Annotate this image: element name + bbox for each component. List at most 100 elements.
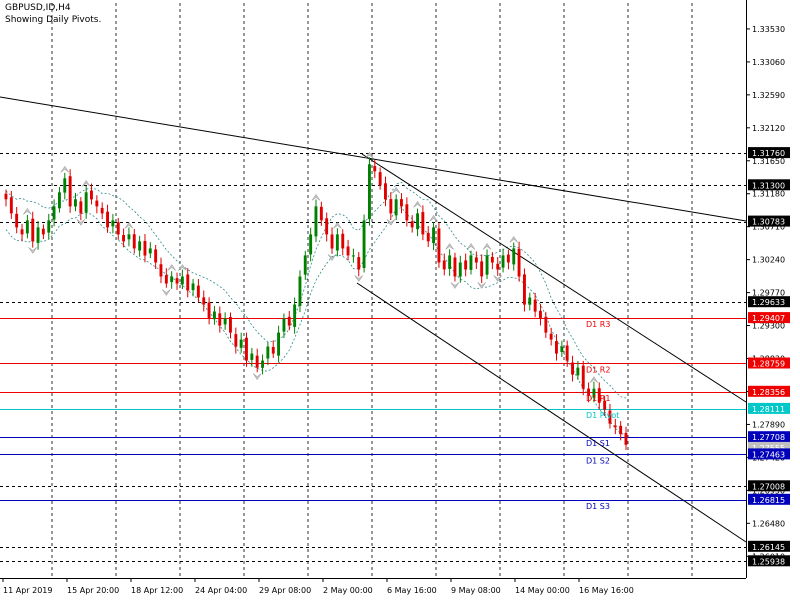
candle-bull	[528, 297, 532, 305]
candle-bear	[581, 365, 585, 389]
y-tick-label: 1.33530	[752, 25, 785, 34]
candle-bear	[319, 206, 323, 221]
candle-bear	[116, 222, 120, 235]
candle-bear	[624, 432, 628, 445]
price-label-box	[748, 357, 790, 369]
x-tick-label: 16 May 16:00	[579, 586, 634, 595]
price-label-box	[748, 431, 790, 443]
candle-bear	[464, 260, 468, 270]
candle-bear	[132, 234, 136, 249]
pivot-labels: D1 R3 D1 R2 D1 R1 D1 Pivot D1 S1 D1 S2 D1 S3	[586, 320, 619, 511]
candle-bull	[111, 220, 115, 227]
x-tick-label: 6 May 16:00	[387, 586, 437, 595]
candle-bear	[453, 257, 457, 277]
candle-bear	[9, 197, 13, 214]
candle-bull	[362, 220, 366, 268]
fractal-up-marker	[23, 207, 32, 215]
candle-bear	[480, 261, 484, 277]
price-label-box	[748, 480, 790, 492]
candle-bear	[287, 316, 291, 326]
candle-bear	[229, 317, 232, 333]
axes: 1.33530 1.33060 1.32590 1.32120 1.31650 1.311…	[0, 0, 790, 595]
pivot-label-r2: D1 R2	[586, 366, 610, 375]
candle-bull	[191, 283, 195, 291]
pivot-label-s3: D1 S3	[586, 502, 610, 511]
chart-symbol-title: GBPUSD,ID,H4	[5, 3, 71, 13]
trendlines	[0, 96, 747, 543]
fractal-up-marker	[167, 264, 176, 271]
candle-bull	[63, 178, 67, 193]
y-tick-label: 1.31650	[752, 157, 785, 166]
candle-bear	[544, 316, 548, 333]
y-tick-label: 1.26480	[752, 519, 785, 528]
candle-bear	[608, 410, 612, 424]
fractal-down-marker	[162, 289, 171, 296]
price-label-box	[748, 147, 790, 159]
candle-bear	[533, 299, 537, 312]
candle-bear	[79, 201, 83, 214]
candle-bear	[613, 425, 617, 428]
candle-bull	[266, 346, 270, 359]
candle-bear	[400, 199, 403, 207]
candle-bear	[357, 257, 361, 270]
candle-bull	[298, 276, 302, 306]
candle-bull	[351, 255, 355, 257]
price-label-text: 1.26145	[752, 543, 785, 552]
candle-bear	[255, 355, 259, 368]
candle-bull	[314, 206, 318, 237]
price-label-text: 1.29633	[752, 298, 785, 307]
fractal-down-marker	[493, 275, 502, 282]
candle-bear	[389, 199, 393, 214]
candle-bull	[170, 276, 174, 283]
price-label-text: 1.28356	[752, 388, 785, 397]
candle-bear	[490, 256, 494, 263]
candle-bear	[90, 190, 93, 200]
candle-bear	[202, 297, 206, 305]
candle-bull	[58, 192, 61, 209]
candle-bear	[218, 313, 222, 326]
candle-bull	[282, 318, 286, 332]
fractal-up-marker	[311, 193, 321, 201]
candle-bull	[213, 311, 216, 320]
candle-bear	[523, 274, 526, 305]
candlesticks	[4, 157, 628, 450]
candle-bear	[31, 218, 35, 242]
candle-bear	[565, 345, 569, 361]
fractal-up-marker	[509, 235, 518, 243]
candle-bear	[405, 204, 409, 221]
candle-bear	[245, 337, 248, 361]
candle-bear	[597, 388, 601, 403]
pivot-info-text: Showing Daily Pivots.	[5, 15, 102, 25]
price-label-text: 1.28759	[752, 360, 785, 369]
price-label-text: 1.26815	[752, 496, 785, 505]
fractal-up-marker	[445, 242, 454, 250]
x-tick-label: 15 Apr 20:00	[67, 586, 119, 595]
pivot-label-r3: D1 R3	[586, 320, 610, 329]
candle-bear	[571, 362, 574, 375]
fractal-up-marker	[81, 179, 91, 187]
fractal-up-marker	[365, 151, 374, 159]
fractal-down-marker	[450, 282, 460, 289]
candle-bear	[506, 254, 510, 263]
price-label-text: 1.30783	[752, 218, 785, 227]
candle-bull	[501, 255, 505, 268]
price-label-box	[748, 493, 790, 505]
price-label-box	[748, 441, 790, 453]
envelope-bands	[5, 181, 627, 435]
candle-bull	[576, 367, 580, 376]
candle-bull	[47, 220, 51, 233]
x-tick-label: 2 May 00:00	[323, 586, 373, 595]
candle-bull	[84, 192, 88, 213]
price-label-text: 1.27463	[752, 450, 785, 459]
price-label-text: 1.31300	[752, 181, 785, 190]
candle-bear	[186, 274, 190, 291]
candle-bear	[106, 211, 109, 228]
candle-bear	[143, 241, 147, 256]
candle-bull	[223, 318, 227, 325]
fractal-up-marker	[429, 214, 438, 222]
x-tick-label: 9 May 08:00	[451, 586, 501, 595]
candle-bull	[416, 213, 419, 230]
price-label-text: 1.25938	[752, 557, 785, 566]
candle-bear	[517, 248, 521, 277]
